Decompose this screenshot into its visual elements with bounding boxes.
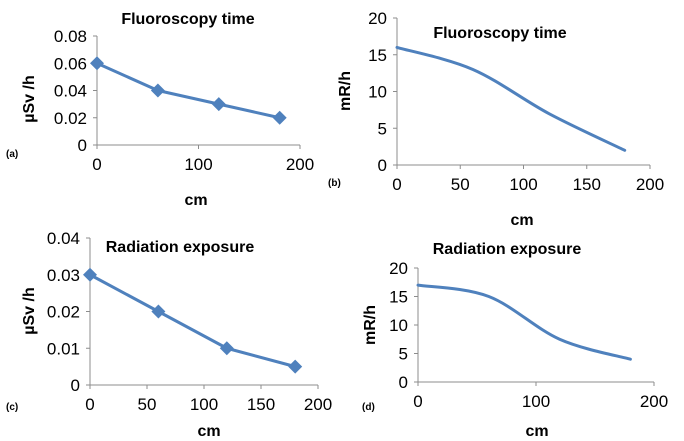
series-line xyxy=(395,45,627,152)
y-tick-label: 0 xyxy=(399,373,408,392)
y-tick-label: 20 xyxy=(368,9,387,28)
chart-panel-d: Radiation exposure mR/h cm (d) xyxy=(362,241,581,440)
y-tick-label: 20 xyxy=(389,259,408,278)
y-axis-label: µSv /h xyxy=(21,75,38,122)
x-tick-label: 50 xyxy=(451,175,470,194)
y-tick-label: 10 xyxy=(368,83,387,102)
x-tick-label: 0 xyxy=(92,155,101,174)
x-tick-label: 150 xyxy=(247,395,275,414)
x-axis-label: cm xyxy=(184,192,207,209)
y-axis-label: mR/h xyxy=(362,305,379,345)
y-tick-label: 0.03 xyxy=(47,266,80,285)
panel-label: (a) xyxy=(6,149,18,160)
x-tick-label: 150 xyxy=(573,175,601,194)
data-point xyxy=(150,83,165,98)
chart-title: Fluoroscopy time xyxy=(121,11,254,28)
y-tick-label: 0 xyxy=(71,376,80,395)
data-point xyxy=(211,97,226,112)
data-point xyxy=(83,267,97,282)
x-tick-label: 100 xyxy=(509,175,537,194)
x-tick-label: 200 xyxy=(640,392,668,411)
x-tick-label: 100 xyxy=(190,395,218,414)
chart-title: Radiation exposure xyxy=(106,239,255,256)
x-tick-label: 200 xyxy=(286,155,314,174)
y-tick-label: 0.06 xyxy=(54,54,87,73)
y-tick-label: 15 xyxy=(368,46,387,65)
y-tick-label: 5 xyxy=(399,345,408,364)
y-axis-label: mR/h xyxy=(337,71,354,111)
data-point xyxy=(272,110,287,125)
series-line xyxy=(88,273,297,369)
data-point xyxy=(90,56,104,71)
y-tick-label: 0 xyxy=(378,156,387,175)
panel-label: (b) xyxy=(328,178,341,189)
data-point xyxy=(288,359,303,374)
x-tick-label: 200 xyxy=(304,395,332,414)
x-axis-label: cm xyxy=(510,212,533,229)
x-tick-label: 0 xyxy=(392,175,401,194)
chart-panel-c: Radiation exposure µSv /h cm (c) xyxy=(6,239,254,440)
chart-title: Fluoroscopy time xyxy=(433,25,566,42)
data-point xyxy=(219,341,234,356)
chart-panel-a: Fluoroscopy time µSv /h cm (a) xyxy=(6,11,255,209)
panel-label: (c) xyxy=(6,402,18,413)
y-tick-label: 10 xyxy=(389,316,408,335)
y-tick-label: 0.04 xyxy=(54,82,87,101)
series-line xyxy=(416,283,632,361)
chart-title: Radiation exposure xyxy=(433,241,582,258)
series-line xyxy=(95,61,282,120)
plot-area-c: 0 0.01 0.02 0.03 0.04 0 50 100 150 200 xyxy=(47,229,332,414)
x-tick-label: 0 xyxy=(413,392,422,411)
panel-label: (d) xyxy=(362,402,375,413)
chart-panel-b: Fluoroscopy time mR/h cm (b) xyxy=(328,25,567,229)
data-point xyxy=(151,304,166,319)
y-tick-label: 0.02 xyxy=(54,109,87,128)
x-tick-label: 200 xyxy=(636,175,664,194)
y-tick-label: 15 xyxy=(389,288,408,307)
plot-area-a: 0 0.02 0.04 0.06 0.08 0 100 200 xyxy=(54,27,314,174)
x-tick-label: 50 xyxy=(138,395,157,414)
y-tick-label: 0.08 xyxy=(54,27,87,46)
x-tick-label: 100 xyxy=(184,155,212,174)
x-axis-label: cm xyxy=(197,423,220,440)
y-tick-label: 0.02 xyxy=(47,303,80,322)
x-tick-label: 0 xyxy=(85,395,94,414)
x-axis-label: cm xyxy=(525,423,548,440)
y-tick-label: 0.04 xyxy=(47,229,80,248)
y-tick-label: 5 xyxy=(378,119,387,138)
y-tick-label: 0 xyxy=(78,136,87,155)
y-axis-label: µSv /h xyxy=(21,287,38,334)
y-tick-label: 0.01 xyxy=(47,339,80,358)
x-tick-label: 100 xyxy=(522,392,550,411)
